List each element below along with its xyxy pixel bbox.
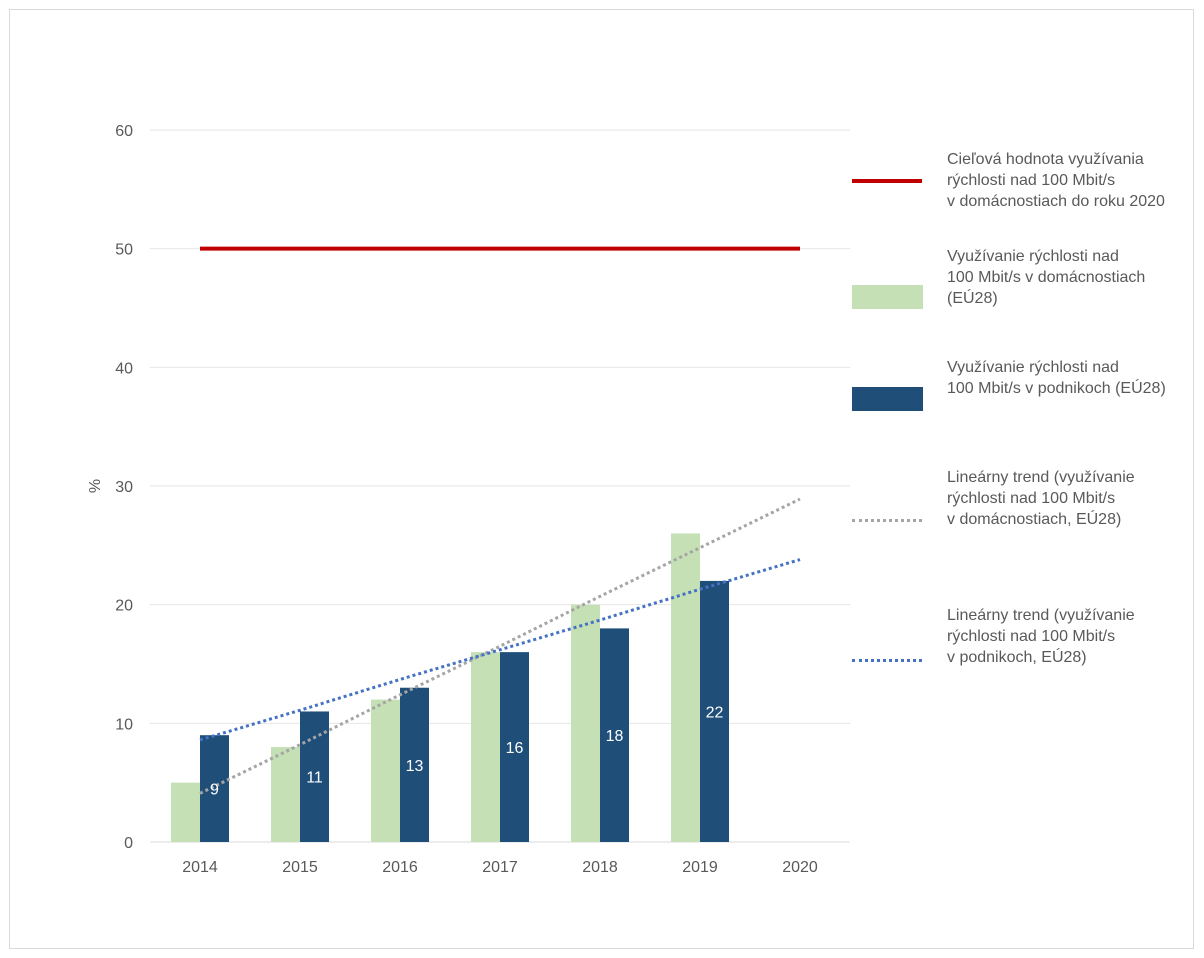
legend-label-businesses: Využívanie rýchlosti nad 100 Mbit/s v po… [947,359,1166,397]
legend-swatch-businesses [852,387,923,411]
legend-label-target: Cieľová hodnota využívania rýchlosti nad… [947,151,1165,210]
legend-swatch-trend-businesses [852,659,922,662]
y-tick-label: 0 [124,835,133,852]
bar [500,652,529,842]
legend-item-target: Cieľová hodnota využívania rýchlosti nad… [850,149,1204,229]
data-label: 11 [306,770,323,787]
series-lines [199,246,801,795]
bar [300,711,329,842]
data-label: 13 [406,758,424,775]
y-tick-label: 30 [115,479,133,496]
bar [371,699,400,842]
y-axis-title: % [87,479,104,493]
data-label: 22 [706,704,724,721]
legend-item-trend-households: Lineárny trend (využívanie rýchlosti nad… [850,467,1204,547]
data-label: 9 [210,782,219,799]
legend-label-households: Využívanie rýchlosti nad 100 Mbit/s v do… [947,248,1146,307]
y-axis-ticks: 0 10 20 30 40 50 60 [115,123,133,852]
data-label: 16 [506,740,524,757]
legend-swatch-target [852,179,922,183]
legend-label-trend-households: Lineárny trend (využívanie rýchlosti nad… [947,469,1135,528]
x-tick-label: 2014 [182,859,218,876]
bar [571,604,600,842]
legend-item-households: Využívanie rýchlosti nad 100 Mbit/s v do… [850,246,1204,326]
bar [200,735,229,842]
data-label: 18 [606,728,624,745]
bar [700,580,729,842]
bar [671,533,700,842]
x-tick-label: 2017 [482,859,518,876]
y-tick-label: 20 [115,598,133,615]
x-axis-ticks: 2014 2015 2016 2017 2018 2019 2020 [182,859,818,876]
legend-swatch-households [852,285,923,309]
trend-line [199,558,801,742]
y-tick-label: 40 [115,360,133,377]
bar [400,687,429,842]
x-tick-label: 2015 [282,859,318,876]
bars [171,533,729,842]
y-tick-label: 60 [115,123,133,140]
y-tick-label: 50 [115,242,133,259]
legend-item-businesses: Využívanie rýchlosti nad 100 Mbit/s v po… [850,357,1204,437]
bar [271,747,300,842]
x-tick-label: 2018 [582,859,618,876]
x-tick-label: 2020 [782,859,818,876]
legend-label-trend-businesses: Lineárny trend (využívanie rýchlosti nad… [947,607,1135,666]
bar [171,782,200,842]
bar [471,652,500,842]
bar [600,628,629,842]
x-tick-label: 2019 [682,859,718,876]
legend-item-trend-businesses: Lineárny trend (využívanie rýchlosti nad… [850,605,1204,685]
legend-swatch-trend-households [852,519,922,522]
data-labels: 9 11 13 16 18 22 [210,704,723,798]
y-tick-label: 10 [115,716,133,733]
x-tick-label: 2016 [382,859,418,876]
